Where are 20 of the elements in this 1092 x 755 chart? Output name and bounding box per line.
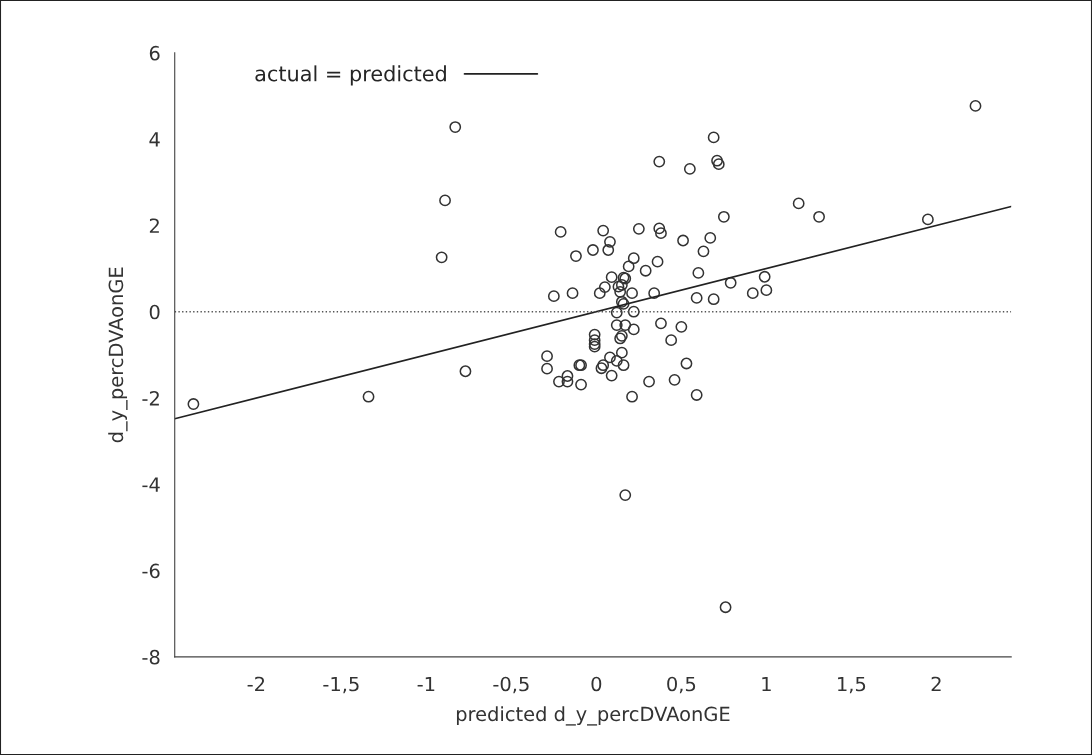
y-tick-label: 4: [149, 132, 160, 147]
x-tick-label: 2: [931, 676, 941, 692]
legend-label: actual = predicted: [255, 65, 446, 86]
x-tick-label: 1,5: [838, 676, 866, 694]
x-tick-label: 0: [591, 676, 602, 692]
x-tick-label: -1,5: [323, 676, 359, 694]
y-tick-label: -6: [142, 563, 160, 579]
y-tick-label: 2: [149, 218, 159, 233]
x-tick-label: 0,5: [667, 676, 696, 694]
x-tick-label: -0,5: [493, 676, 529, 694]
y-tick-label: 0: [149, 304, 160, 320]
x-tick-label: -2: [247, 676, 265, 692]
y-tick-label: -4: [142, 477, 160, 492]
x-tick-label: -1: [417, 676, 435, 692]
x-axis-title: predicted d_y_percDVAonGE: [456, 706, 730, 726]
y-tick-label: -2: [142, 390, 159, 406]
x-tick-label: 1: [762, 676, 771, 692]
y-axis-title: d_y_percDVAonGE: [108, 267, 128, 443]
y-tick-label: -8: [142, 649, 160, 665]
y-tick-label: 6: [149, 45, 160, 61]
